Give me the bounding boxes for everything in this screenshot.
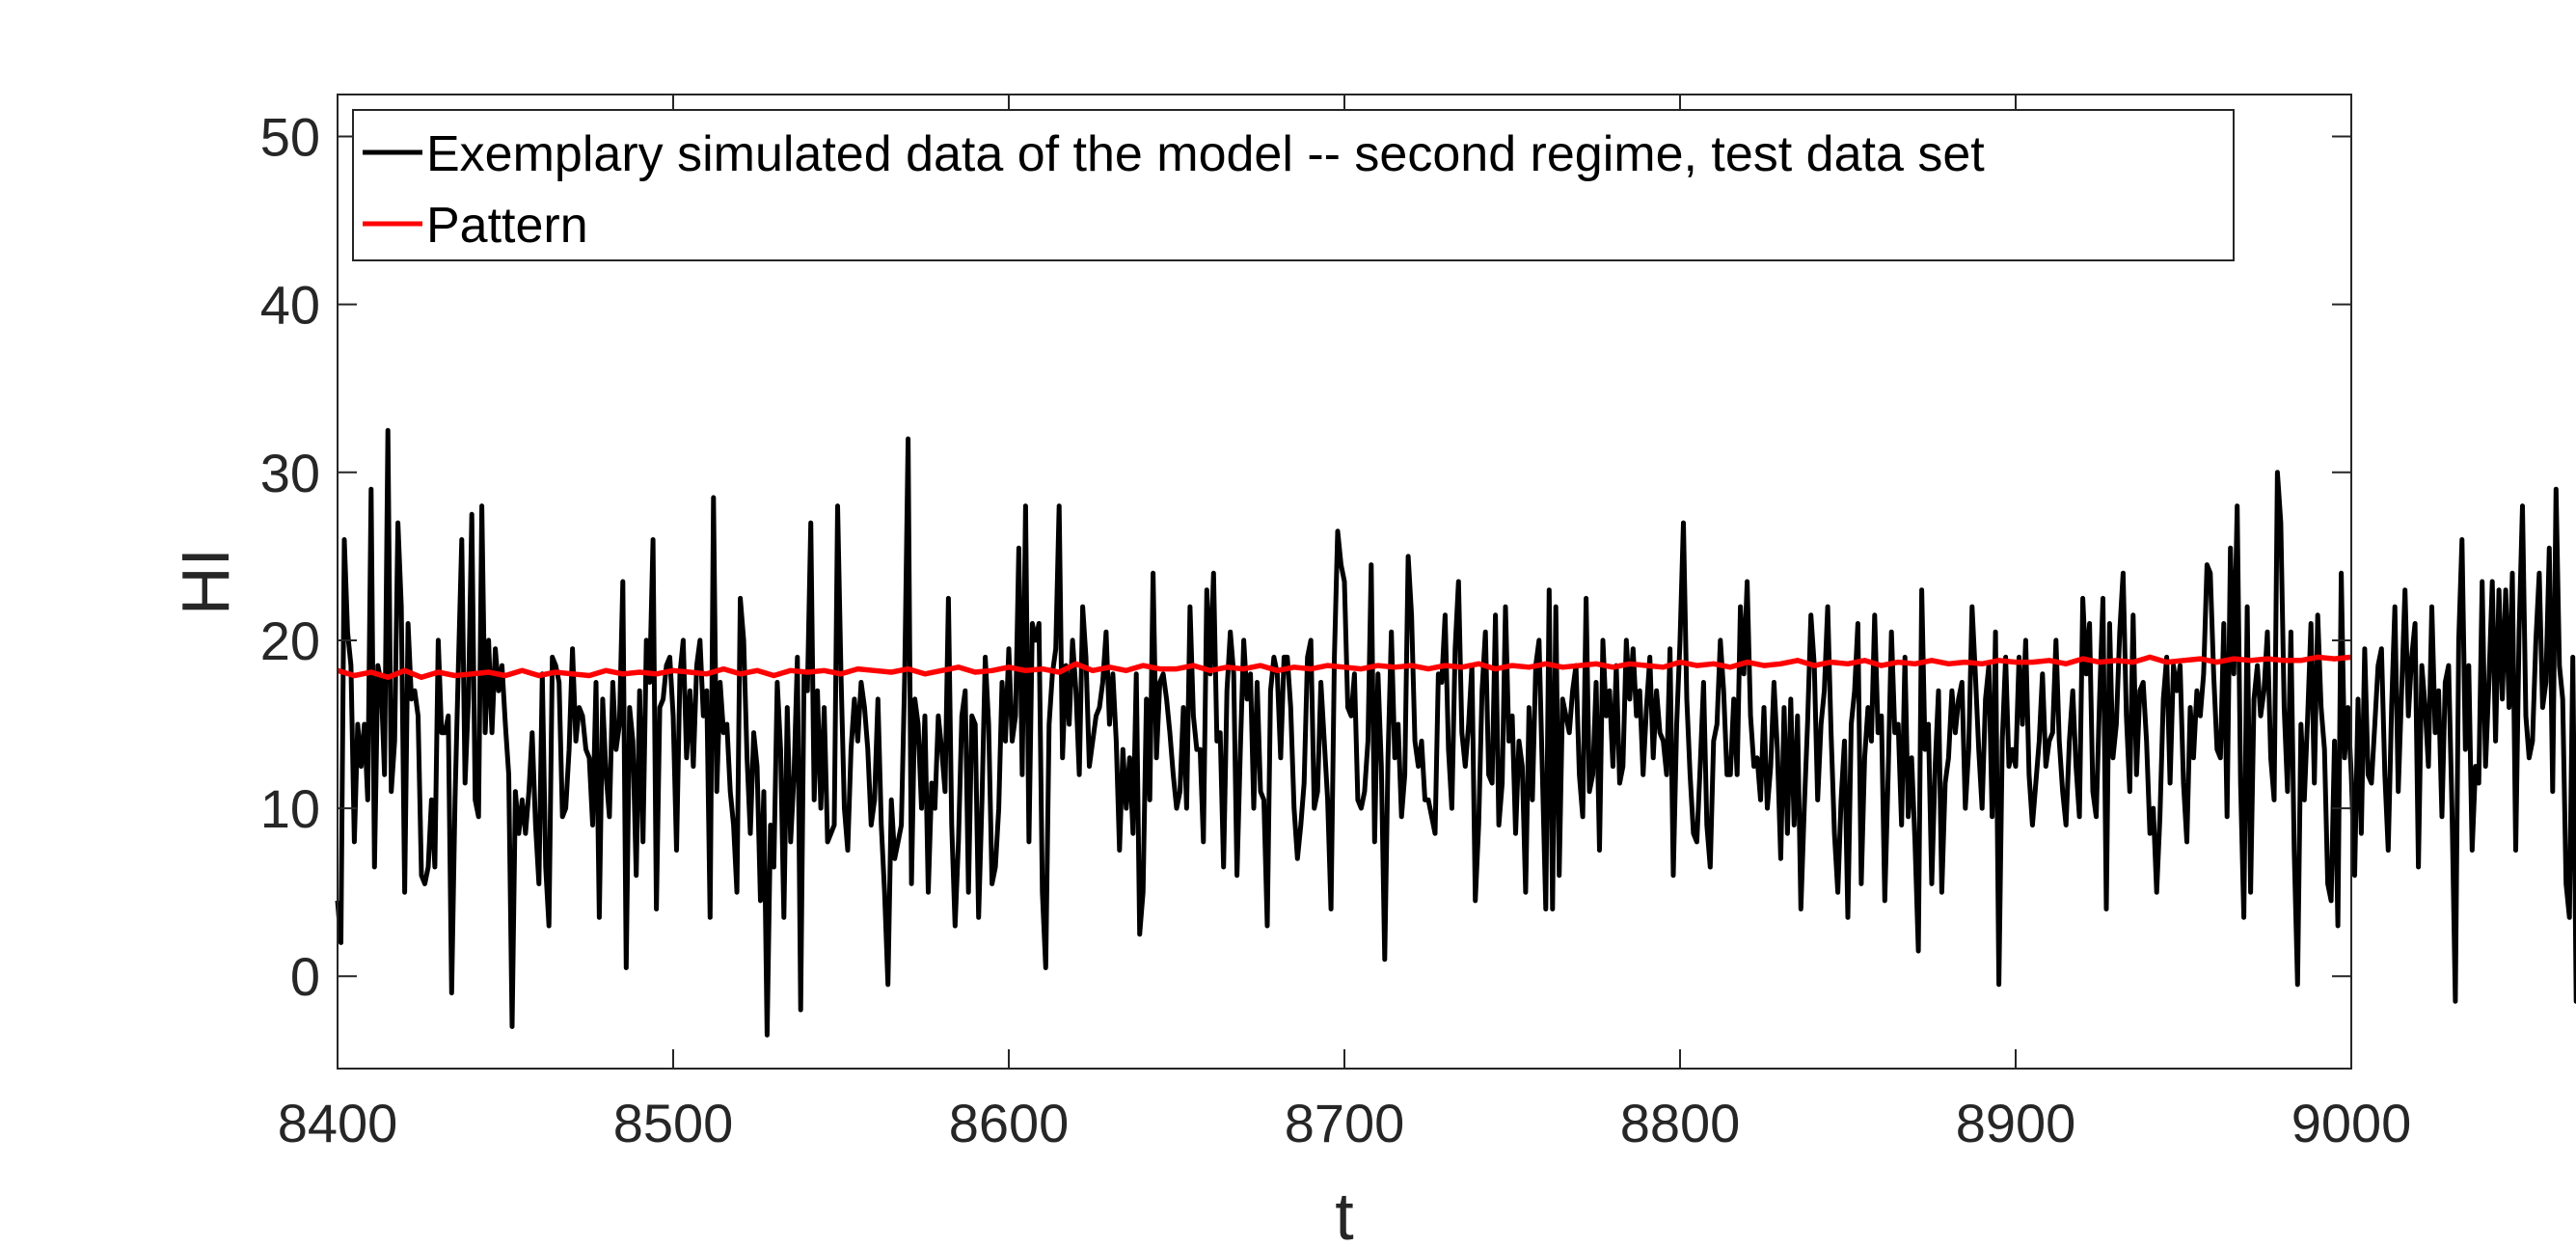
legend: Exemplary simulated data of the model --… [352, 109, 2235, 261]
series-line-pattern [337, 654, 2352, 681]
ticks-layer: 8400 8500 8600 8700 8800 8900 9000 0 10 20 30 40 50 [260, 95, 2412, 1153]
y-tick-label: 50 [260, 107, 320, 168]
legend-label-simulated: Exemplary simulated data of the model --… [426, 126, 1985, 182]
x-tick-label: 8700 [1285, 1093, 1405, 1153]
legend-label-pattern: Pattern [426, 198, 588, 254]
legend-box [352, 109, 2235, 261]
y-tick-label: 40 [260, 275, 320, 336]
x-tick-label: 8800 [1620, 1093, 1741, 1153]
y-tick-label: 30 [260, 443, 320, 503]
y-tick-label: 10 [260, 778, 320, 839]
x-tick-label: 8400 [278, 1093, 398, 1153]
y-tick-label: 0 [290, 946, 320, 1007]
y-axis-label: HI [168, 548, 243, 615]
x-tick-label: 8600 [949, 1093, 1070, 1153]
x-tick-label: 8900 [1956, 1093, 2076, 1153]
y-tick-label: 20 [260, 610, 320, 671]
series-layer [335, 427, 2576, 1038]
series-line-simulated [335, 427, 2576, 1038]
x-axis-label: t [1335, 1179, 1353, 1247]
x-tick-label: 8500 [613, 1093, 734, 1153]
x-tick-label: 9000 [2291, 1093, 2412, 1153]
